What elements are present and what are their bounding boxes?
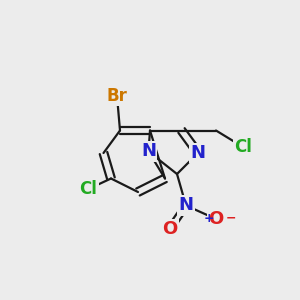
Text: O: O	[208, 210, 224, 228]
Text: +: +	[203, 212, 214, 226]
Text: −: −	[226, 211, 236, 224]
Text: N: N	[190, 144, 206, 162]
Text: Br: Br	[106, 87, 128, 105]
Text: Cl: Cl	[80, 180, 98, 198]
Text: O: O	[162, 220, 177, 238]
Text: Cl: Cl	[234, 138, 252, 156]
Text: N: N	[141, 142, 156, 160]
Text: N: N	[178, 196, 194, 214]
